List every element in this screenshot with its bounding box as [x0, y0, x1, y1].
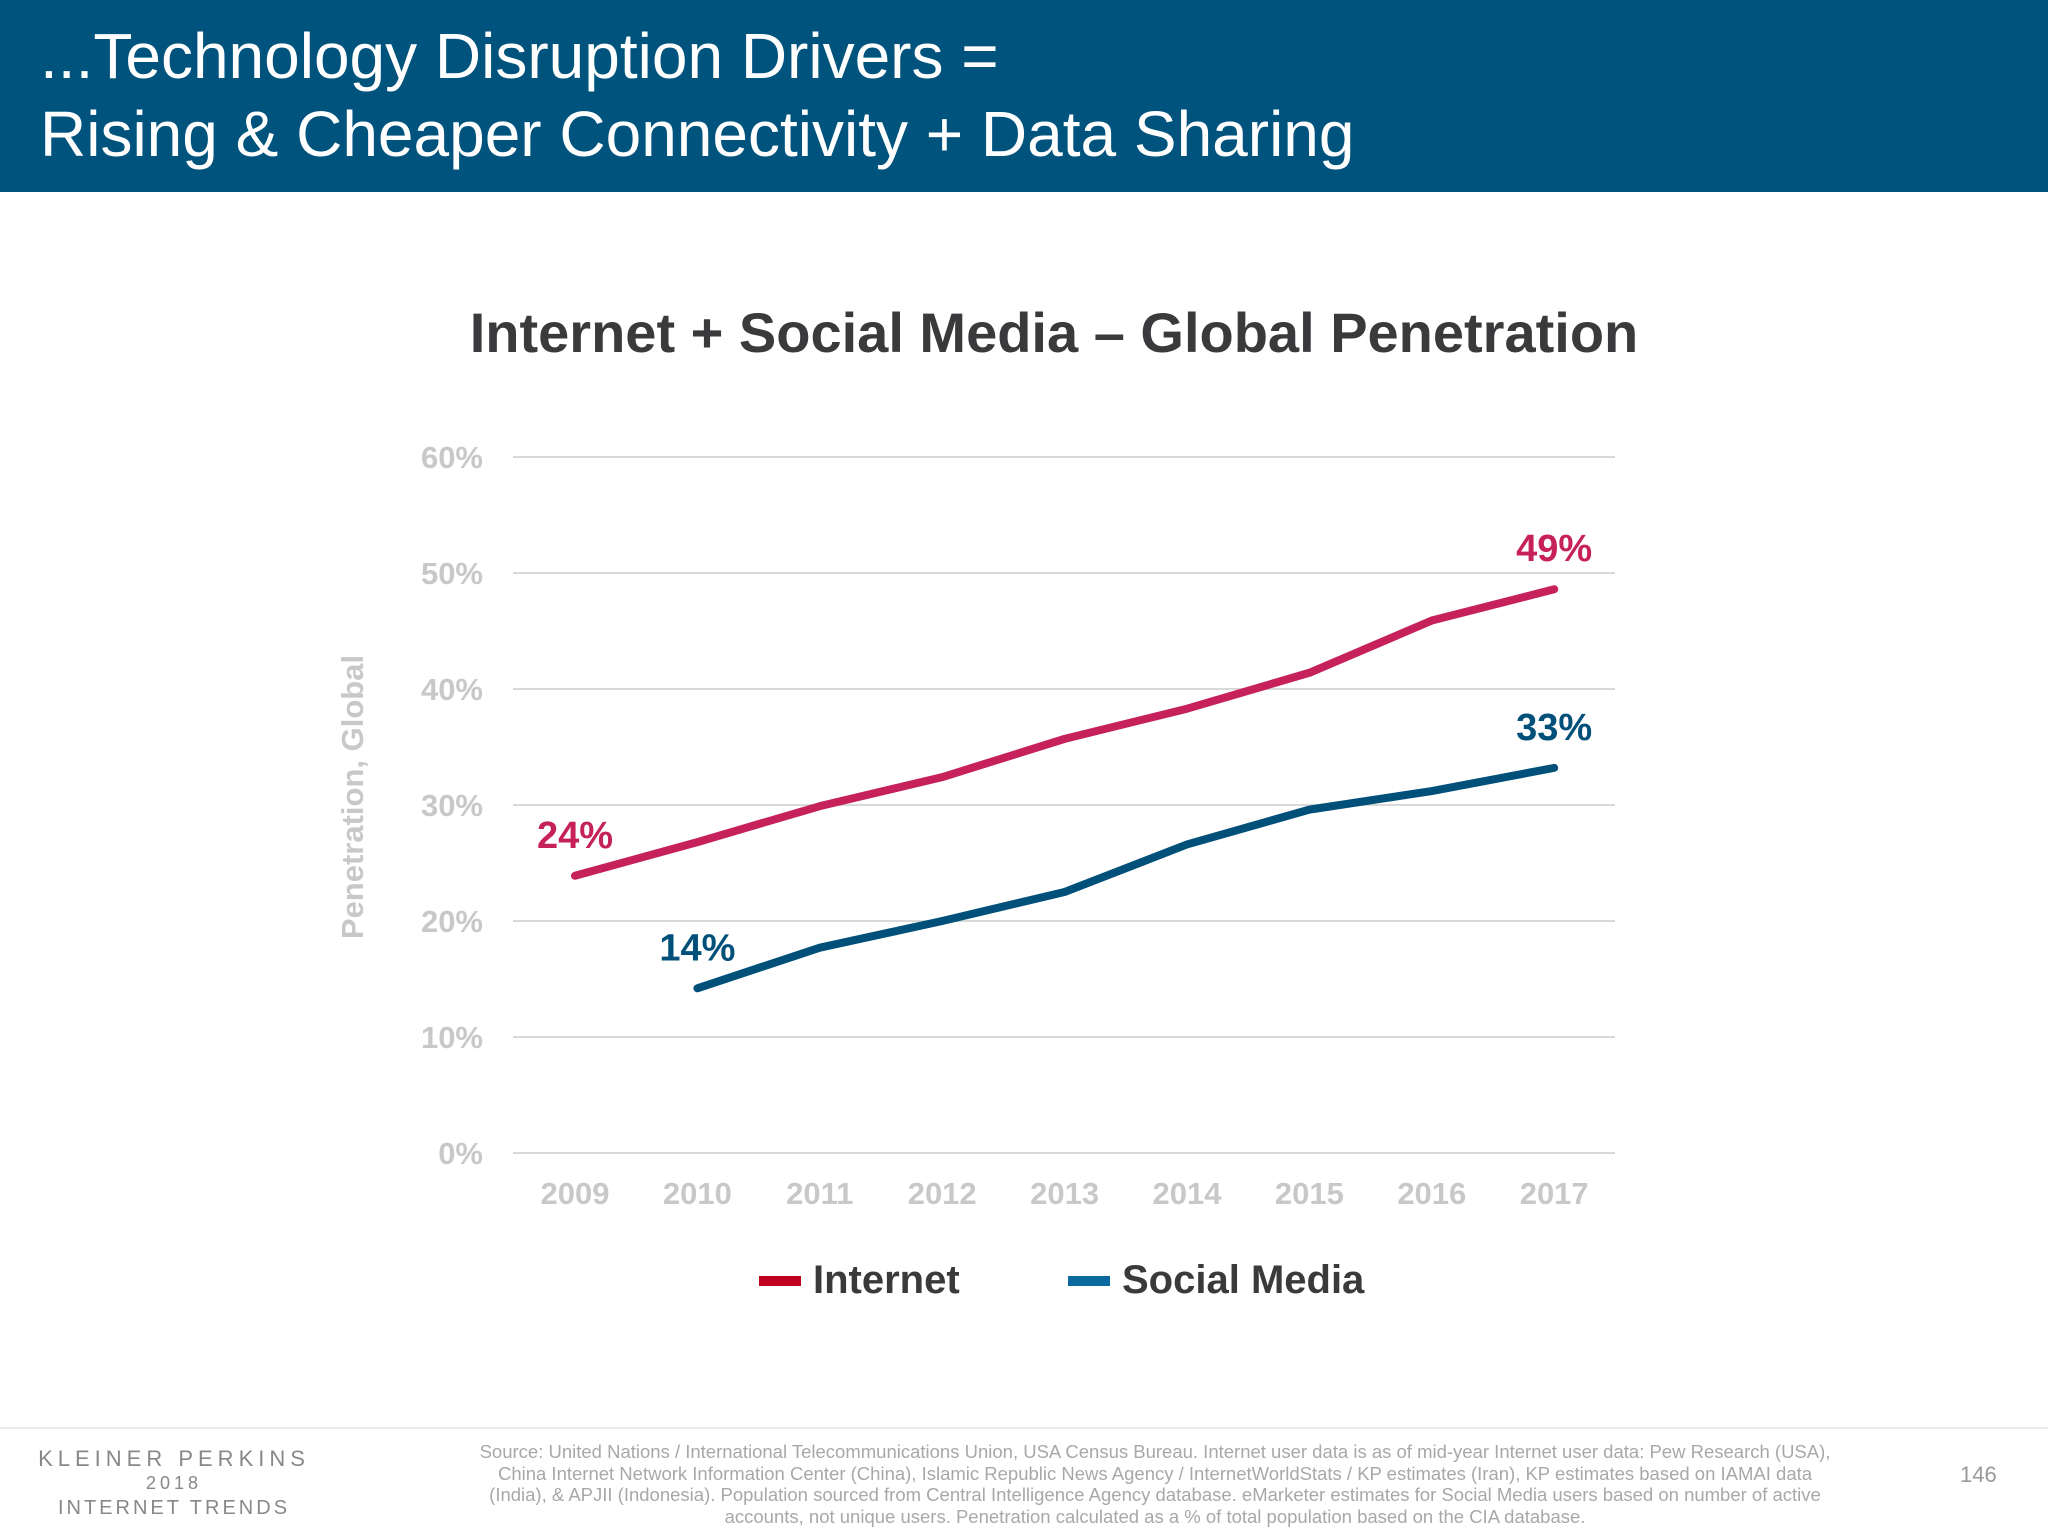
y-tick-label: 60%: [421, 440, 483, 475]
legend-label-internet: Internet: [813, 1258, 960, 1302]
x-tick-label: 2014: [1153, 1176, 1223, 1211]
y-tick-label: 10%: [421, 1020, 483, 1055]
data-label: 49%: [1516, 528, 1592, 570]
x-tick-label: 2016: [1397, 1176, 1466, 1211]
legend-swatch-social-media: [1068, 1275, 1110, 1286]
legend-swatch-internet: [759, 1275, 801, 1286]
data-label: 33%: [1516, 707, 1592, 749]
x-tick-label: 2013: [1030, 1176, 1099, 1211]
x-tick-label: 2015: [1275, 1176, 1344, 1211]
logo-line-2: 2018: [145, 1473, 203, 1493]
legend-label-social-media: Social Media: [1122, 1258, 1365, 1302]
series-line-social-media: [693, 763, 1559, 993]
y-tick-label: 30%: [421, 788, 483, 823]
kleiner-perkins-logo: KLEINER PERKINS 2018 INTERNET TRENDS: [26, 1446, 322, 1521]
x-tick-label: 2012: [908, 1176, 977, 1211]
data-label: 14%: [659, 927, 735, 969]
source-note: Source: United Nations / International T…: [479, 1441, 1831, 1527]
x-tick-label: 2010: [663, 1176, 732, 1211]
y-tick-label: 20%: [421, 904, 483, 939]
series-line-internet: [571, 585, 1559, 880]
x-tick-label: 2017: [1520, 1176, 1589, 1211]
x-tick-label: 2011: [786, 1176, 853, 1211]
page-number: 146: [1960, 1462, 1997, 1487]
legend-internet: Internet: [759, 1258, 960, 1303]
slide-title-line-2: Rising & Cheaper Connectivity + Data Sha…: [40, 98, 1355, 170]
footer-divider: [0, 1427, 2048, 1429]
data-label: 24%: [537, 815, 613, 857]
slide-header: ...Technology Disruption Drivers = Risin…: [0, 0, 2048, 192]
logo-line-1: KLEINER PERKINS: [38, 1446, 310, 1471]
chart-title: Internet + Social Media – Global Penetra…: [469, 301, 1639, 364]
y-tick-label: 40%: [421, 672, 483, 707]
y-tick-label: 50%: [421, 556, 483, 591]
legend-social-media: Social Media: [1068, 1258, 1364, 1303]
y-tick-label: 0%: [438, 1136, 483, 1171]
y-axis-label: Penetration, Global: [335, 654, 370, 940]
x-tick-label: 2009: [541, 1176, 610, 1211]
slide-title-line-1: ...Technology Disruption Drivers =: [40, 20, 999, 92]
logo-line-3: INTERNET TRENDS: [57, 1497, 291, 1519]
